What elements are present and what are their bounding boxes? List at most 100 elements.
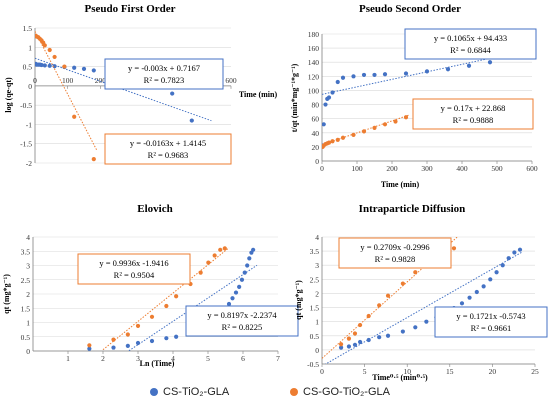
equation-box <box>404 28 537 60</box>
data-point-series-0 <box>466 63 472 68</box>
y-tick-label: 60 <box>312 115 320 124</box>
y-tick-label: 4 <box>315 233 319 242</box>
chart-title: Pseudo First Order <box>84 3 175 15</box>
equation-text: y = 0.9936x -1.9416 <box>99 258 168 268</box>
data-point-series-0 <box>125 343 130 348</box>
equation-box <box>338 237 452 269</box>
x-tick-label: 400 <box>456 164 468 173</box>
y-tick-label: 1 <box>315 318 319 327</box>
data-point-series-1 <box>330 139 335 144</box>
data-point-series-0 <box>245 263 250 268</box>
x-tick-label: 600 <box>225 76 237 85</box>
data-point-series-1 <box>357 322 363 328</box>
data-point-series-1 <box>212 253 217 258</box>
data-point-series-1 <box>218 247 223 252</box>
data-point-series-1 <box>135 323 141 329</box>
data-point-series-0 <box>170 91 175 96</box>
y-tick-label: 180 <box>308 30 320 39</box>
y-tick-label: 20 <box>312 143 320 152</box>
equation-box <box>185 305 299 337</box>
data-point-series-0 <box>338 345 344 350</box>
data-point-series-0 <box>87 346 92 351</box>
data-point-series-0 <box>326 95 332 100</box>
x-tick-label: 15 <box>446 367 454 376</box>
data-point-series-0 <box>351 74 356 79</box>
data-point-series-1 <box>326 140 332 145</box>
y-tick-label: 1 <box>28 43 32 52</box>
data-point-series-1 <box>52 54 57 60</box>
data-point-series-1 <box>385 293 391 298</box>
r-squared-text: R² = 0.9504 <box>114 270 155 280</box>
chart-elovich: Elovich 0 0.5 1 1.5 2 2.5 3 3.5 4 1 2 3 4 5 6 7 Ln (Time)… <box>2 203 299 368</box>
data-point-series-0 <box>403 71 409 76</box>
r-squared-text: R² = 0.9661 <box>471 323 512 333</box>
y-tick-label: 2 <box>315 289 319 298</box>
data-point-series-0 <box>467 295 472 300</box>
x-axis-label: Time (min) <box>239 90 278 99</box>
data-point-series-1 <box>403 115 409 120</box>
y-tick-label: 2 <box>26 290 30 299</box>
chart-title: Intraparticle Diffusion <box>359 203 466 215</box>
r-squared-text: R² = 0.9683 <box>148 150 189 160</box>
data-point-series-0 <box>459 301 465 306</box>
data-point-series-1 <box>366 313 371 319</box>
x-tick-label: 5 <box>363 367 367 376</box>
data-point-series-0 <box>47 63 52 68</box>
x-tick-label: 600 <box>526 164 538 173</box>
data-point-series-0 <box>42 63 47 68</box>
data-point-series-0 <box>164 336 169 341</box>
data-point-series-1 <box>206 260 211 265</box>
equation-text: y = -0.0163x + 1.4145 <box>130 138 206 148</box>
x-axis-label: Time⁰·⁵ (min⁰·⁵) <box>372 373 428 382</box>
data-point-series-0 <box>481 284 486 289</box>
equation-text: y = 0.1721x -0.5743 <box>456 311 525 321</box>
data-point-series-0 <box>323 102 328 107</box>
chart-pso: Pseudo Second Order 0 20 40 60 80 100 120 140 160… <box>290 3 538 189</box>
data-point-series-1 <box>42 43 47 48</box>
data-point-series-0 <box>247 256 252 261</box>
trendline-series-0 <box>322 53 512 95</box>
y-tick-label: -1.5 <box>20 140 32 149</box>
data-point-series-1 <box>149 314 155 319</box>
data-point-series-0 <box>330 90 335 95</box>
y-tick-label: 140 <box>308 58 320 67</box>
data-point-series-1 <box>377 303 382 308</box>
y-axis-label: t/qt (min*mg⁻¹*g⁻¹) <box>290 63 299 132</box>
equation-box <box>104 58 224 90</box>
data-point-series-0 <box>357 339 363 345</box>
legend-label: CS-GO-TiO₂-GLA <box>303 386 390 398</box>
data-point-series-1 <box>413 270 418 275</box>
trendline-series-0 <box>324 251 523 364</box>
x-tick-label: 20 <box>489 367 497 376</box>
x-tick-label: 200 <box>95 76 107 85</box>
data-point-series-0 <box>174 334 179 339</box>
y-axis-label: qt (mg*g⁻¹) <box>2 274 11 314</box>
data-point-series-1 <box>87 343 92 348</box>
y-tick-label: 0 <box>26 347 30 356</box>
data-point-series-0 <box>494 270 499 275</box>
x-tick-label: 300 <box>421 164 433 173</box>
y-tick-label: 0.5 <box>310 332 320 341</box>
data-point-series-0 <box>424 69 430 74</box>
data-point-series-0 <box>149 338 155 344</box>
data-point-series-0 <box>506 256 511 261</box>
equation-box <box>77 253 191 285</box>
data-point-series-0 <box>226 301 232 307</box>
x-tick-label: 5 <box>206 354 210 363</box>
legend-entry-cs-tio2-gla: CS-TiO₂-GLA <box>150 386 229 398</box>
data-point-series-1 <box>400 281 405 286</box>
equation-box <box>104 133 232 165</box>
y-tick-label: 120 <box>308 72 320 81</box>
r-squared-text: R² = 0.6844 <box>450 45 491 55</box>
y-tick-label: 2.5 <box>310 275 320 284</box>
data-point-series-1 <box>372 125 377 130</box>
y-tick-label: -0.5 <box>307 360 319 369</box>
data-point-series-1 <box>62 64 67 69</box>
trendline-series-1 <box>322 237 458 359</box>
y-axis-label: qt (mg*g⁻¹) <box>294 280 303 320</box>
data-point-series-0 <box>135 340 141 346</box>
x-tick-label: 4 <box>171 354 175 363</box>
y-tick-label: 3.5 <box>310 247 320 256</box>
data-point-series-0 <box>340 75 346 80</box>
equation-text: y = -0.003x + 0.7167 <box>128 63 200 73</box>
